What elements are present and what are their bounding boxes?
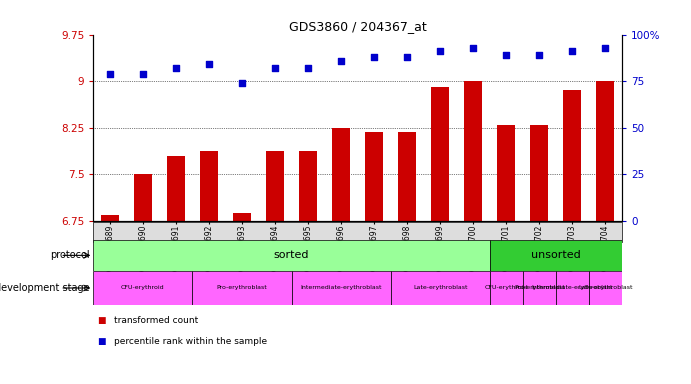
Bar — [93, 240, 490, 271]
Point — [468, 45, 479, 51]
Bar — [266, 151, 284, 221]
Point — [368, 54, 379, 60]
Text: sorted: sorted — [274, 250, 310, 260]
Bar — [563, 91, 581, 221]
Text: ■: ■ — [97, 316, 105, 325]
Text: development stage: development stage — [0, 283, 90, 293]
Text: Late-erythroblast: Late-erythroblast — [578, 285, 633, 291]
Text: Pro-erythroblast: Pro-erythroblast — [216, 285, 267, 291]
Bar — [490, 240, 622, 271]
Bar — [589, 271, 622, 305]
Point — [435, 48, 446, 55]
Bar — [200, 151, 218, 221]
Text: transformed count: transformed count — [114, 316, 198, 325]
Bar — [167, 156, 185, 221]
Bar — [299, 151, 317, 221]
Text: Intermediate-erythroblast: Intermediate-erythroblast — [301, 285, 382, 291]
Point — [269, 65, 281, 71]
Bar — [596, 81, 614, 221]
Bar — [101, 215, 119, 221]
Point — [104, 71, 115, 77]
Bar — [398, 132, 416, 221]
Text: protocol: protocol — [50, 250, 90, 260]
Text: unsorted: unsorted — [531, 250, 580, 260]
Point — [336, 58, 347, 64]
Bar — [490, 271, 523, 305]
Point — [138, 71, 149, 77]
Bar — [556, 271, 589, 305]
Bar — [93, 271, 192, 305]
Point — [501, 52, 512, 58]
Text: ■: ■ — [97, 337, 105, 346]
Text: Pro-erythroblast: Pro-erythroblast — [514, 285, 565, 291]
Point — [236, 80, 247, 86]
Point — [533, 52, 545, 58]
Text: percentile rank within the sample: percentile rank within the sample — [114, 337, 267, 346]
Bar — [390, 271, 490, 305]
Bar — [292, 271, 390, 305]
Bar — [134, 174, 152, 221]
Point — [303, 65, 314, 71]
Point — [600, 45, 611, 51]
Bar — [365, 132, 384, 221]
Bar — [233, 214, 251, 221]
Text: CFU-erythroid: CFU-erythroid — [484, 285, 528, 291]
Title: GDS3860 / 204367_at: GDS3860 / 204367_at — [289, 20, 426, 33]
Bar — [530, 124, 549, 221]
Bar — [192, 271, 292, 305]
Point — [401, 54, 413, 60]
Text: CFU-erythroid: CFU-erythroid — [121, 285, 164, 291]
Bar — [431, 87, 449, 221]
Text: Late-erythroblast: Late-erythroblast — [413, 285, 467, 291]
Point — [203, 61, 214, 68]
Bar — [464, 81, 482, 221]
Bar — [523, 271, 556, 305]
Bar — [332, 128, 350, 221]
Point — [171, 65, 182, 71]
Point — [567, 48, 578, 55]
Text: Intermediate-erythroblast: Intermediate-erythroblast — [531, 285, 613, 291]
Bar — [498, 124, 515, 221]
